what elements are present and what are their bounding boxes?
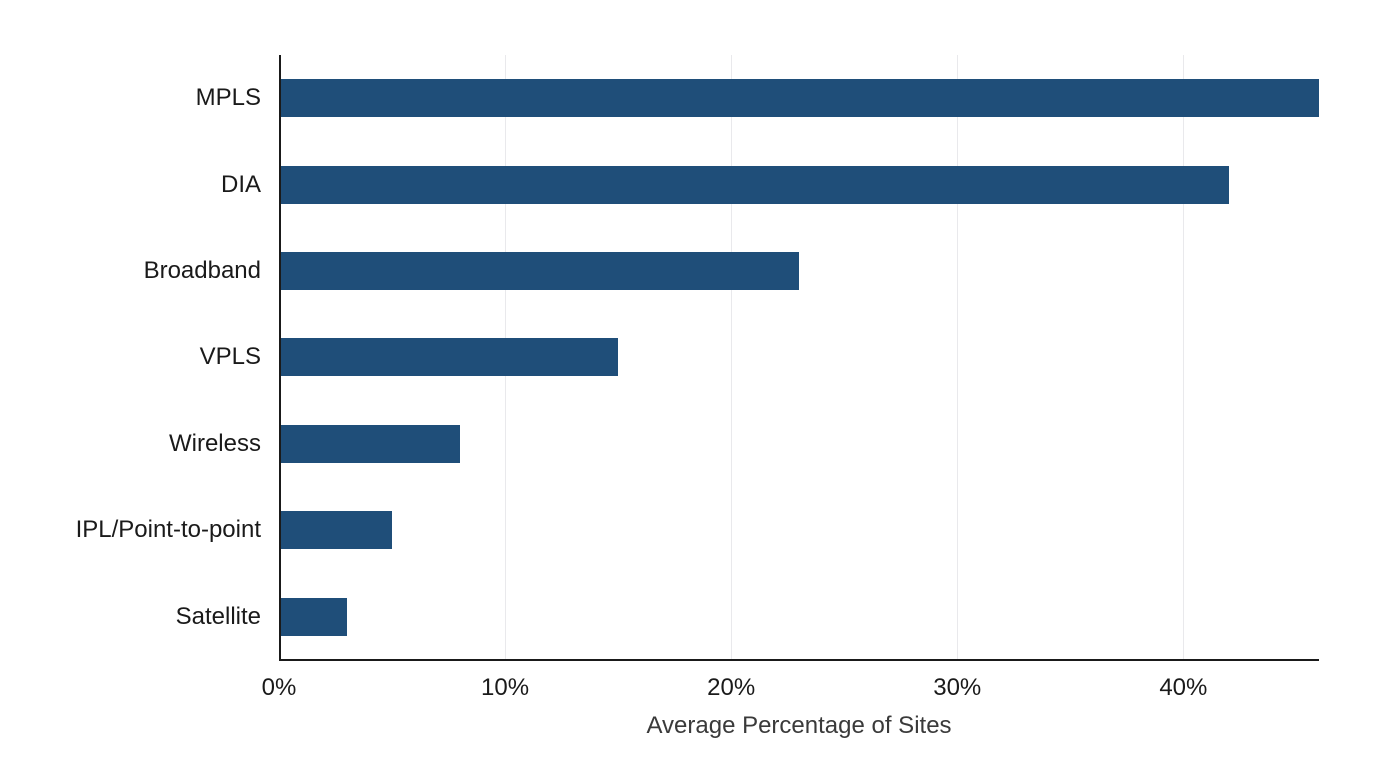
gridline [731,55,732,660]
y-label: Wireless [169,430,261,458]
x-tick-label: 10% [481,674,529,702]
bar-vpls [279,338,618,376]
x-axis-line [279,659,1319,661]
bar-dia [279,166,1229,204]
chart-container: MPLS DIA Broadband VPLS Wireless IPL/Point-to… [0,0,1398,774]
y-label: Broadband [144,257,261,285]
x-tick-label: 30% [933,674,981,702]
x-tick-label: 20% [707,674,755,702]
y-label: MPLS [196,84,261,112]
bar-mpls [279,79,1319,117]
y-label: DIA [221,171,261,199]
bar-wireless [279,425,460,463]
x-axis-title: Average Percentage of Sites [646,712,951,740]
gridline [957,55,958,660]
y-label: IPL/Point-to-point [76,516,261,544]
bar-satellite [279,598,347,636]
gridline [1183,55,1184,660]
plot-area [279,55,1319,660]
x-tick-label: 0% [262,674,297,702]
y-axis-line [279,55,281,660]
y-label: Satellite [176,603,261,631]
y-label: VPLS [200,343,261,371]
bar-broadband [279,252,799,290]
bar-ipl-point-to-point [279,511,392,549]
x-tick-label: 40% [1159,674,1207,702]
